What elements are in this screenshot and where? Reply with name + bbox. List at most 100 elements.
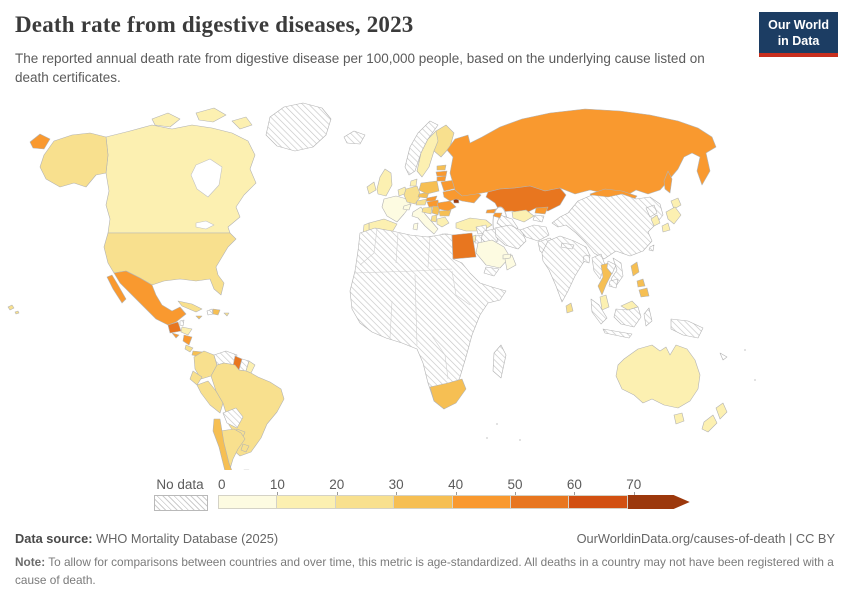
country-austria[interactable] [415, 198, 428, 206]
country-dominican-republic[interactable] [212, 308, 221, 316]
country-nz-south[interactable] [701, 414, 718, 433]
country-italy[interactable] [412, 222, 419, 231]
country-jordan[interactable] [474, 234, 483, 244]
country-bulgaria[interactable] [438, 209, 452, 217]
legend-no-data-swatch[interactable] [154, 495, 208, 511]
country-greece[interactable] [436, 216, 450, 228]
country-albania[interactable] [430, 214, 438, 223]
country-new-guinea[interactable] [670, 318, 704, 339]
country-india[interactable] [541, 235, 591, 303]
country-canada[interactable] [105, 124, 257, 234]
country-puerto-rico[interactable] [223, 312, 230, 317]
country-denmark[interactable] [409, 178, 418, 187]
country-sri-lanka[interactable] [565, 302, 574, 314]
country-uae[interactable] [502, 253, 512, 260]
country-nepal[interactable] [560, 242, 575, 250]
country-russia-sakhalin[interactable] [663, 170, 673, 194]
legend-segment-0[interactable] [218, 495, 278, 509]
country-philippines[interactable] [638, 287, 650, 298]
owid-logo[interactable]: Our World in Data [759, 12, 838, 58]
legend-segment-2[interactable] [334, 495, 395, 509]
country-nicaragua[interactable] [182, 334, 193, 346]
country-bangladesh[interactable] [582, 254, 591, 264]
country-nz-north[interactable] [715, 402, 728, 420]
legend-segment-5[interactable] [509, 495, 570, 509]
country-java[interactable] [602, 328, 633, 339]
country-north-korea[interactable] [645, 204, 658, 218]
country-philippines[interactable] [636, 278, 646, 288]
country-mexico[interactable] [113, 270, 187, 326]
country-japan[interactable] [670, 197, 682, 210]
country-russia-chukotka[interactable] [29, 133, 51, 150]
legend-segment-3[interactable] [393, 495, 453, 509]
country-cambodia[interactable] [608, 278, 619, 289]
country-taiwan[interactable] [648, 244, 655, 252]
country-costa-rica[interactable] [184, 344, 194, 353]
country-romania[interactable] [436, 200, 457, 212]
country-ireland[interactable] [366, 181, 377, 195]
country-jamaica[interactable] [195, 315, 203, 320]
country-honduras[interactable] [180, 326, 193, 336]
country-uk[interactable] [376, 168, 393, 197]
country-greenland[interactable] [265, 102, 332, 152]
country-cuba[interactable] [177, 300, 203, 313]
country-poland[interactable] [418, 180, 440, 195]
country-malaysia[interactable] [599, 294, 610, 311]
country-canada-islands[interactable] [151, 112, 181, 128]
country-alaska[interactable] [39, 132, 109, 188]
country-madagascar[interactable] [492, 344, 507, 379]
country-germany[interactable] [403, 185, 422, 205]
country-south-africa[interactable] [429, 378, 467, 410]
country-saudi-arabia[interactable] [475, 239, 511, 269]
country-laos[interactable] [606, 260, 617, 275]
legend-segment-4[interactable] [451, 495, 511, 509]
country-croatia[interactable] [421, 206, 433, 215]
legend-segment-7[interactable] [627, 495, 690, 509]
legend-segment-6[interactable] [568, 495, 628, 509]
country-kyrgyzstan[interactable] [534, 206, 549, 215]
country-serbia[interactable] [431, 205, 441, 216]
footer-rights-link[interactable]: OurWorldinData.org/causes-of-death | CC … [576, 531, 835, 546]
country-brazil[interactable] [210, 362, 285, 457]
country-africa[interactable] [349, 227, 507, 410]
country-new-caledonia[interactable] [719, 352, 728, 361]
country-sumatra[interactable] [590, 298, 608, 325]
country-lithuania[interactable] [436, 175, 447, 182]
country-uzbekistan[interactable] [511, 209, 535, 223]
country-georgia[interactable] [485, 208, 497, 214]
country-estonia[interactable] [436, 164, 447, 171]
country-japan[interactable] [661, 222, 671, 233]
country-norway[interactable] [404, 120, 439, 176]
country-iran[interactable] [494, 224, 527, 250]
country-tasmania[interactable] [673, 412, 685, 425]
country-russia[interactable] [446, 108, 717, 198]
country-philippines[interactable] [630, 261, 640, 277]
country-finland[interactable] [433, 124, 455, 158]
country-egypt[interactable] [451, 232, 477, 260]
country-yemen[interactable] [483, 266, 500, 277]
country-baja[interactable] [106, 274, 127, 304]
country-indonesia-borneo[interactable] [613, 306, 642, 328]
country-tajikistan[interactable] [532, 214, 545, 223]
country-south-korea[interactable] [650, 214, 661, 227]
country-canada-islands[interactable] [195, 107, 227, 123]
country-france[interactable] [381, 195, 412, 223]
country-japan[interactable] [665, 206, 682, 225]
country-canada-islands[interactable] [231, 116, 253, 130]
country-bolivia[interactable] [222, 407, 244, 429]
country-peru[interactable] [196, 380, 224, 414]
country-sulawesi[interactable] [643, 307, 653, 327]
country-belize[interactable] [179, 319, 185, 327]
country-azerbaijan[interactable] [492, 212, 503, 219]
country-china[interactable] [551, 193, 664, 260]
country-haiti[interactable] [206, 308, 214, 316]
legend-segment-1[interactable] [276, 495, 336, 509]
country-latvia[interactable] [435, 170, 448, 177]
country-hawaii[interactable] [7, 304, 15, 311]
country-hawaii[interactable] [14, 310, 20, 315]
country-uruguay[interactable] [240, 443, 250, 453]
country-australia[interactable] [615, 344, 701, 409]
country-el-salvador[interactable] [171, 332, 180, 339]
country-switzerland[interactable] [402, 203, 412, 211]
country-afghanistan[interactable] [519, 224, 550, 242]
